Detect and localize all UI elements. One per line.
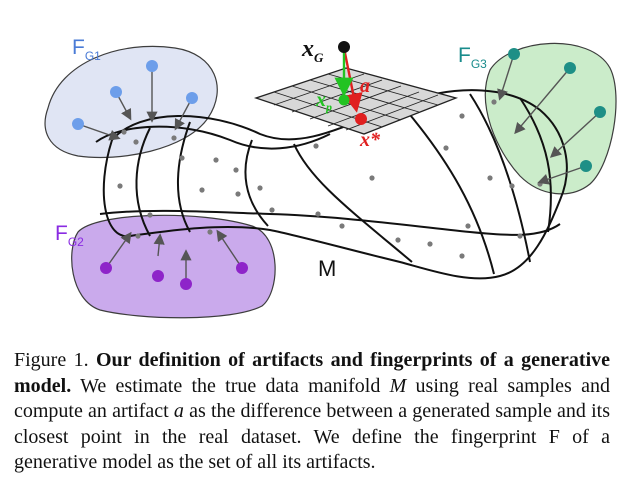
artifact-fingerprint-diagram: FG1 FG2 FG3 M xG xp a x* — [44, 36, 617, 319]
caption-title: Our definition of artifacts and fingerpr… — [14, 349, 611, 397]
real-sample — [133, 139, 139, 145]
caption-lead: Figure 1. — [14, 349, 96, 371]
data-manifold — [95, 89, 568, 280]
figure-caption: Figure 1. Our definition of artifacts an… — [14, 348, 610, 476]
artifact-label: a — [360, 75, 370, 97]
fg3-sample — [508, 48, 520, 60]
xp-point — [338, 94, 350, 106]
xp-label: xp — [315, 89, 332, 114]
real-sample — [509, 183, 515, 189]
real-sample — [233, 167, 239, 173]
real-sample — [257, 185, 263, 191]
real-sample — [179, 155, 185, 161]
real-sample — [135, 233, 141, 239]
xstar-label: x* — [359, 129, 381, 151]
caption-text-2: using real samples and compute an artifa… — [14, 374, 610, 423]
real-sample — [369, 175, 375, 181]
real-sample — [199, 187, 205, 193]
fg3-sample — [564, 62, 576, 74]
real-sample — [121, 129, 127, 135]
xg-point — [338, 41, 350, 53]
real-sample — [491, 99, 497, 105]
real-sample — [313, 143, 319, 149]
fg1-sample — [72, 118, 84, 130]
xstar-point — [355, 113, 367, 125]
fg1-sample — [146, 60, 158, 72]
real-sample — [269, 207, 275, 213]
real-sample — [207, 229, 213, 235]
real-sample — [171, 135, 177, 141]
real-sample — [487, 175, 493, 181]
local-grid-patch — [253, 67, 459, 135]
fg2-sample — [152, 270, 164, 282]
caption-manifold-symbol: M — [389, 374, 407, 397]
real-sample — [517, 233, 523, 239]
fg2-sample — [236, 262, 248, 274]
real-sample — [339, 223, 345, 229]
fg1-sample — [186, 92, 198, 104]
fg2-label: FG2 — [55, 222, 84, 249]
fg3-label: FG3 — [458, 44, 487, 71]
caption-text-1: We estimate the true data manifold — [71, 374, 390, 397]
fg2-artifacts — [100, 229, 248, 290]
caption-text-3: as the difference between a generated sa… — [14, 400, 610, 473]
real-sample — [443, 145, 449, 151]
fg1-artifacts — [72, 60, 198, 141]
manifold-label: M — [318, 256, 336, 281]
xg-label: xG — [301, 36, 324, 65]
real-sample — [459, 113, 465, 119]
real-sample — [427, 241, 433, 247]
real-sample — [465, 223, 471, 229]
real-sample — [537, 181, 543, 187]
real-sample — [459, 253, 465, 259]
fg3-region — [484, 42, 617, 195]
real-sample — [235, 191, 241, 197]
real-sample — [395, 237, 401, 243]
fg3-sample — [594, 106, 606, 118]
fg3-sample — [580, 160, 592, 172]
fg2-sample — [180, 278, 192, 290]
real-sample-points — [117, 99, 543, 259]
real-sample — [315, 211, 321, 217]
real-sample — [147, 212, 153, 218]
caption-artifact-symbol: a — [173, 400, 184, 422]
fg1-sample — [110, 86, 122, 98]
real-sample — [213, 157, 219, 163]
real-sample — [117, 183, 123, 189]
fg2-sample — [100, 262, 112, 274]
fg1-label: FG1 — [72, 36, 101, 63]
fg3-artifacts — [497, 48, 606, 185]
